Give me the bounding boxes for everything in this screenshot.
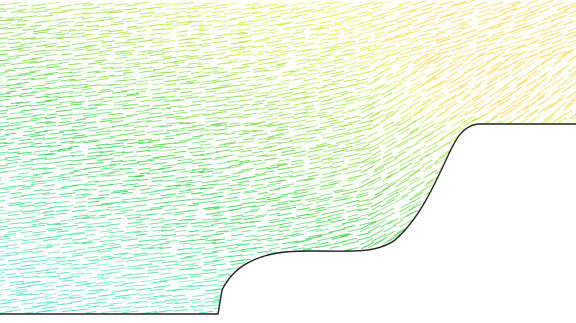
flow-field-plot [0,0,576,323]
